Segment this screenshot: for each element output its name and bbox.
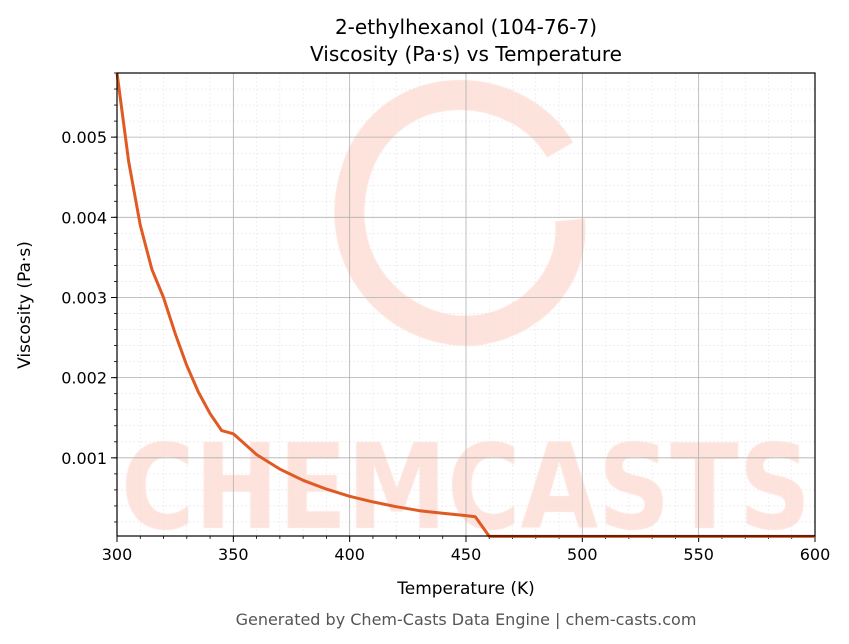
x-tick-label: 350: [218, 545, 249, 564]
x-tick-label: 300: [102, 545, 133, 564]
y-tick-label: 0.001: [61, 449, 107, 468]
x-tick-label: 400: [334, 545, 365, 564]
chart-title: 2-ethylhexanol (104-76-7): [335, 15, 597, 39]
chart-subtitle: Viscosity (Pa·s) vs Temperature: [310, 42, 622, 66]
y-tick-label: 0.002: [61, 369, 107, 388]
y-tick-label: 0.003: [61, 288, 107, 307]
x-tick-label: 450: [451, 545, 482, 564]
y-tick-label: 0.005: [61, 128, 107, 147]
x-tick-label: 500: [567, 545, 598, 564]
plot-frame: [116, 72, 816, 537]
x-tick-label: 600: [800, 545, 831, 564]
y-tick-label: 0.004: [61, 208, 107, 227]
y-axis-label: Viscosity (Pa·s): [15, 241, 35, 369]
footer-credit: Generated by Chem-Casts Data Engine | ch…: [236, 610, 697, 629]
series-line-viscosity: [115, 72, 815, 538]
x-tick-label: 550: [683, 545, 714, 564]
x-axis-label: Temperature (K): [396, 579, 535, 599]
